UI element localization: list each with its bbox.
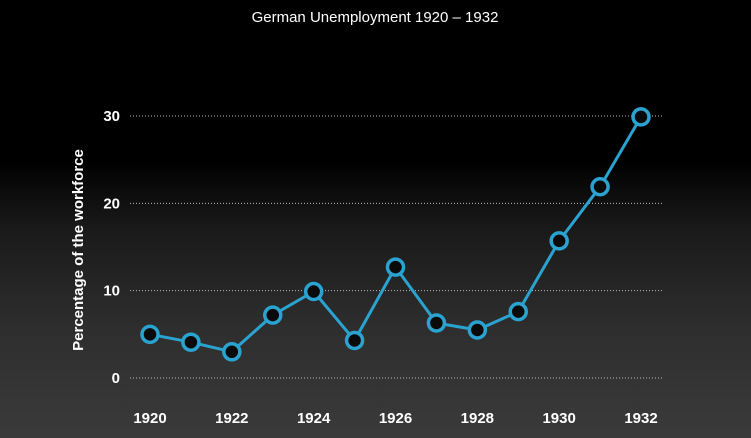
y-tick-labels: 0 10 20 30 [103, 108, 120, 387]
data-point-1920 [140, 324, 160, 345]
data-point-1922 [222, 342, 242, 362]
x-tick-label: 1926 [379, 410, 412, 427]
data-point-1925 [344, 330, 365, 351]
x-tick-label: 1930 [542, 410, 575, 427]
data-point-1931 [590, 176, 610, 197]
x-tick-label: 1924 [297, 410, 331, 427]
series-line [149, 116, 643, 354]
y-tick-label: 30 [103, 108, 120, 125]
y-tick-label: 10 [103, 283, 120, 300]
series-line-group [149, 116, 643, 354]
x-tick-label: 1920 [133, 410, 166, 427]
data-point-1927 [426, 313, 447, 333]
chart-title: German Unemployment 1920 – 1932 [252, 9, 499, 26]
x-tick-labels: 1920 1922 1924 1926 1928 1930 1932 [133, 410, 657, 427]
grid [130, 115, 662, 379]
x-tick-label: 1922 [215, 410, 248, 427]
data-point-1928 [467, 320, 488, 340]
y-tick-label: 20 [103, 195, 120, 212]
y-axis-label: Percentage of the workforce [70, 149, 87, 351]
data-point-1923 [263, 305, 283, 325]
data-point-1924 [303, 281, 324, 302]
y-tick-label: 0 [112, 370, 120, 387]
data-point-1929 [508, 301, 528, 322]
x-tick-label: 1928 [461, 410, 494, 427]
data-point-1932 [631, 107, 651, 127]
data-point-1926 [385, 257, 406, 277]
data-point-1930 [549, 231, 569, 251]
data-point-1921 [181, 332, 201, 352]
x-tick-label: 1932 [624, 410, 657, 427]
data-points [140, 107, 651, 362]
